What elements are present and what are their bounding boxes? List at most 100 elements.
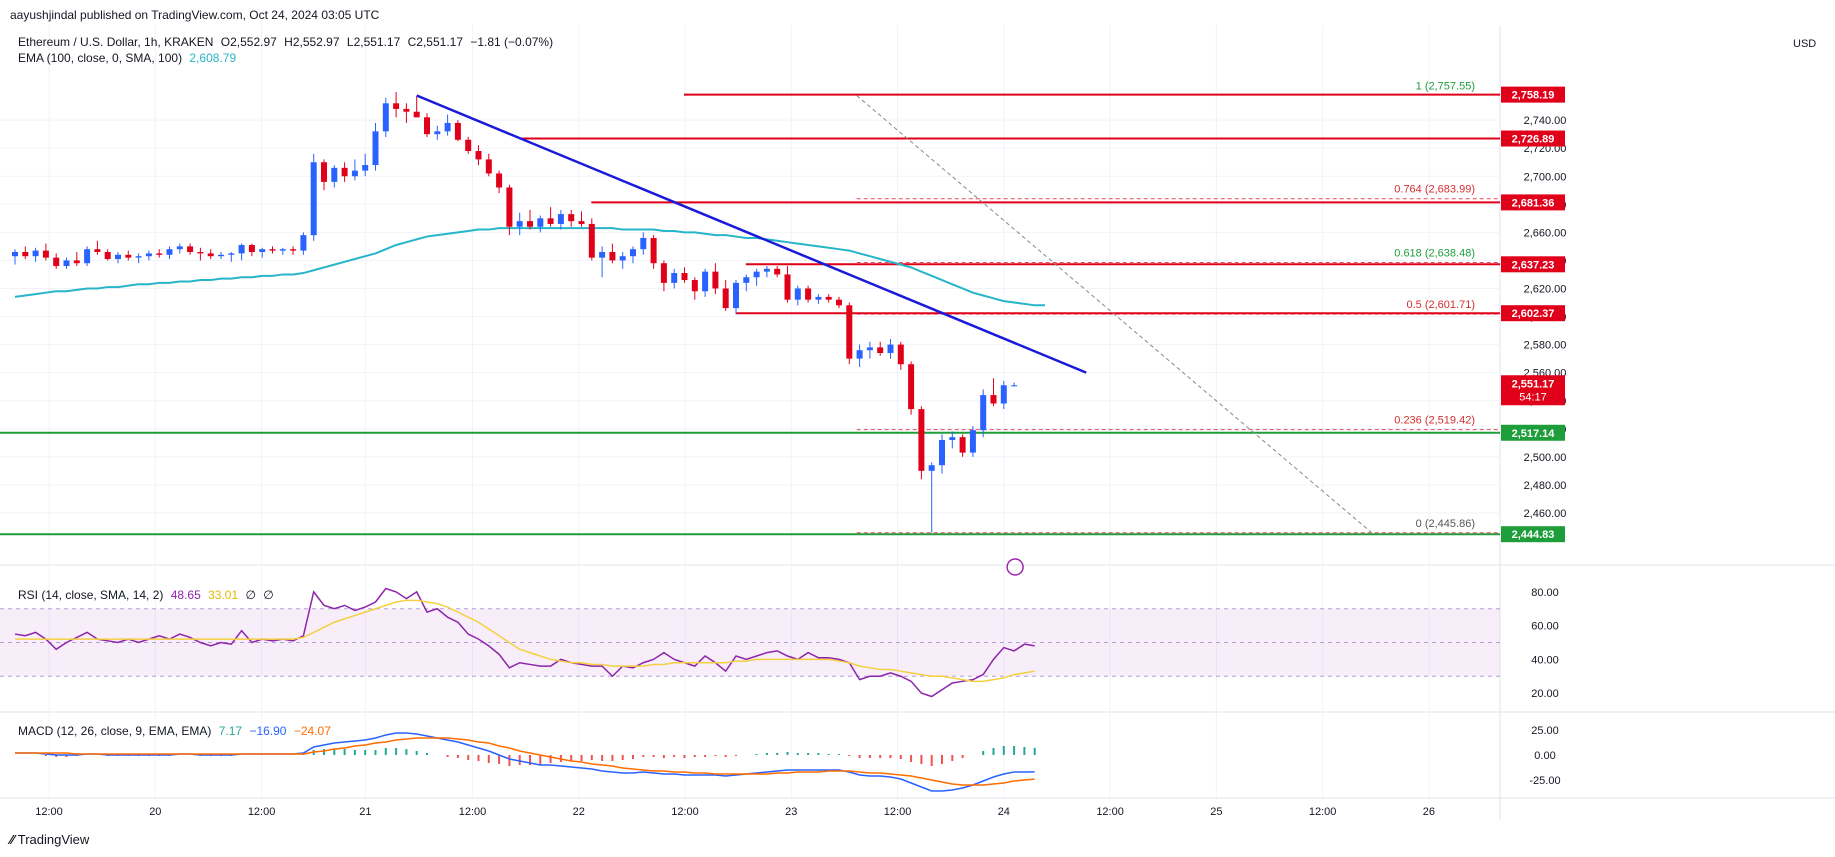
- candle-body[interactable]: [681, 273, 688, 281]
- rsi-sma-line[interactable]: [15, 599, 1035, 683]
- candle-body[interactable]: [496, 173, 503, 188]
- candle-body[interactable]: [424, 117, 430, 135]
- ema-label[interactable]: EMA (100, close, 0, SMA, 100): [18, 51, 183, 65]
- candle-body[interactable]: [351, 170, 358, 177]
- candle-body[interactable]: [825, 296, 832, 300]
- candle-body[interactable]: [650, 237, 657, 264]
- candle-body[interactable]: [578, 221, 585, 224]
- candle-body[interactable]: [331, 167, 338, 182]
- candle-body[interactable]: [84, 249, 91, 264]
- candle-body[interactable]: [918, 409, 925, 471]
- candle-body[interactable]: [990, 395, 997, 404]
- candle-body[interactable]: [877, 347, 884, 353]
- candle-body[interactable]: [279, 249, 286, 251]
- rsi-label[interactable]: RSI (14, close, SMA, 14, 2): [18, 588, 164, 602]
- candle-body[interactable]: [969, 430, 976, 453]
- candle-body[interactable]: [506, 187, 513, 227]
- candle-body[interactable]: [588, 223, 595, 258]
- candle-body[interactable]: [156, 253, 163, 255]
- candle-body[interactable]: [619, 256, 626, 261]
- candle-body[interactable]: [774, 268, 781, 275]
- price-legend[interactable]: Ethereum / U.S. Dollar, 1h, KRAKEN O2,55…: [18, 35, 557, 49]
- candle-body[interactable]: [866, 347, 873, 351]
- candle-body[interactable]: [753, 271, 760, 278]
- candle-body[interactable]: [403, 108, 410, 112]
- candle-body[interactable]: [897, 344, 904, 365]
- candle-body[interactable]: [454, 122, 461, 140]
- candle-body[interactable]: [115, 254, 121, 260]
- macd-label[interactable]: MACD (12, 26, close, 9, EMA, EMA): [18, 724, 212, 738]
- candle-body[interactable]: [712, 271, 719, 289]
- candle-body[interactable]: [702, 271, 709, 292]
- rsi-line[interactable]: [14, 587, 1035, 698]
- candle-body[interactable]: [949, 437, 956, 440]
- candle-body[interactable]: [42, 250, 49, 258]
- candle-body[interactable]: [908, 364, 915, 410]
- candle-body[interactable]: [485, 159, 492, 174]
- candle-body[interactable]: [836, 299, 842, 306]
- candle-body[interactable]: [568, 214, 575, 222]
- candle-body[interactable]: [341, 167, 348, 177]
- candle-body[interactable]: [887, 344, 894, 353]
- candle-body[interactable]: [465, 139, 472, 151]
- candle-body[interactable]: [238, 244, 245, 254]
- candle-body[interactable]: [73, 260, 80, 264]
- candle-body[interactable]: [763, 268, 770, 272]
- candle-body[interactable]: [166, 249, 173, 255]
- candle-body[interactable]: [1011, 385, 1018, 387]
- candle-body[interactable]: [197, 252, 204, 254]
- candle-body[interactable]: [22, 252, 29, 257]
- candle-body[interactable]: [300, 235, 307, 251]
- candle-body[interactable]: [516, 221, 523, 227]
- candle-body[interactable]: [362, 165, 369, 171]
- candle-body[interactable]: [527, 221, 533, 227]
- candle-body[interactable]: [269, 249, 276, 251]
- candle-body[interactable]: [722, 288, 729, 309]
- candle-body[interactable]: [671, 273, 678, 283]
- candle-body[interactable]: [609, 252, 616, 261]
- tradingview-brand[interactable]: ⁄⁄ TradingView: [10, 832, 89, 847]
- macd-pane[interactable]: [15, 732, 1036, 792]
- candle-body[interactable]: [547, 218, 554, 224]
- candle-body[interactable]: [104, 252, 111, 260]
- candle-body[interactable]: [176, 246, 183, 250]
- candle-body[interactable]: [928, 465, 935, 471]
- candle-body[interactable]: [321, 162, 327, 182]
- candle-body[interactable]: [640, 237, 647, 250]
- candle-body[interactable]: [53, 257, 60, 267]
- candle-body[interactable]: [794, 288, 801, 300]
- candle-body[interactable]: [393, 103, 400, 109]
- candle-body[interactable]: [784, 274, 791, 300]
- candle-body[interactable]: [815, 296, 822, 300]
- candle-body[interactable]: [959, 437, 966, 453]
- candle-body[interactable]: [599, 252, 606, 258]
- candle-body[interactable]: [310, 162, 317, 236]
- candle-body[interactable]: [372, 131, 379, 166]
- candle-body[interactable]: [434, 131, 441, 135]
- candle-body[interactable]: [733, 282, 739, 309]
- candle-body[interactable]: [290, 249, 297, 251]
- candle-body[interactable]: [856, 350, 863, 359]
- candle-body[interactable]: [135, 256, 142, 258]
- candle-body[interactable]: [413, 111, 420, 118]
- rsi-legend[interactable]: RSI (14, close, SMA, 14, 2) 48.65 33.01 …: [18, 588, 278, 602]
- candle-body[interactable]: [228, 253, 235, 255]
- macd-legend[interactable]: MACD (12, 26, close, 9, EMA, EMA) 7.17 −…: [18, 724, 335, 738]
- candle-body[interactable]: [63, 260, 70, 267]
- macd-signal-line[interactable]: [15, 737, 1035, 786]
- symbol-title[interactable]: Ethereum / U.S. Dollar, 1h, KRAKEN: [18, 35, 214, 49]
- candle-body[interactable]: [145, 253, 152, 257]
- candle-body[interactable]: [382, 103, 389, 132]
- candle-body[interactable]: [12, 252, 18, 257]
- candle-body[interactable]: [207, 253, 214, 257]
- bearish-trendline[interactable]: [416, 94, 1087, 374]
- candle-body[interactable]: [32, 250, 39, 257]
- price-pane[interactable]: 1 (2,757.55) 0.764 (2,683.99) 0.618 (2,638…: [0, 81, 1500, 576]
- candle-body[interactable]: [218, 254, 224, 257]
- candle-body[interactable]: [557, 214, 564, 224]
- candle-body[interactable]: [94, 249, 101, 252]
- candle-body[interactable]: [125, 254, 132, 258]
- ema-line[interactable]: [14, 227, 1045, 307]
- candle-body[interactable]: [444, 122, 451, 132]
- candle-body[interactable]: [248, 244, 255, 252]
